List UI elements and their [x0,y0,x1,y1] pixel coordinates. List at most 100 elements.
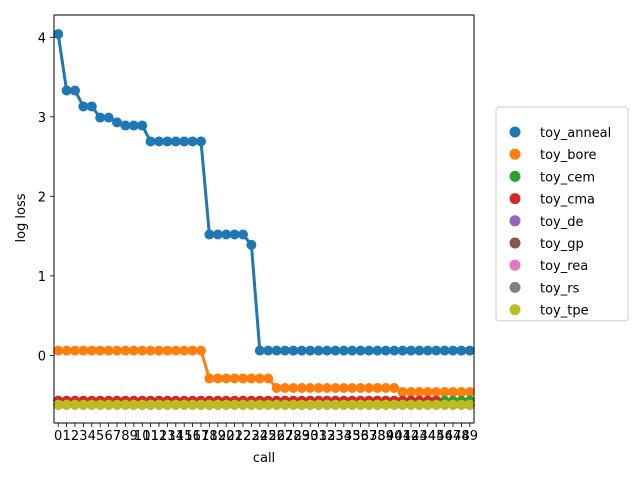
data-point-toy_anneal [364,345,374,356]
data-point-toy_bore [254,373,265,384]
data-point-toy_bore [103,345,114,356]
legend-label-toy_anneal: toy_anneal [540,126,611,141]
data-point-toy_bore [128,345,139,356]
data-point-toy_anneal [187,136,198,147]
legend-marker-toy_rea [509,259,521,271]
data-point-toy_tpe [154,399,164,410]
data-point-toy_anneal [347,345,358,356]
data-point-toy_tpe [179,399,190,410]
x-tick-label: 26 [268,429,285,444]
data-point-toy_anneal [414,345,425,356]
x-tick-label: 47 [445,429,462,444]
data-point-toy_anneal [112,117,122,128]
data-point-toy_anneal [137,120,148,131]
legend-marker-toy_anneal [509,126,521,138]
data-point-toy_bore [238,373,248,384]
x-tick-label: 16 [184,429,201,444]
data-point-toy_tpe [271,399,282,410]
data-point-toy_bore [53,345,64,356]
x-tick-label: 4 [88,429,96,444]
x-tick-label: 7 [113,429,121,444]
series-line-toy_anneal [56,33,470,353]
data-point-toy_tpe [78,399,89,410]
x-axis: 0 1 2 3 4 5 6 7 8 9101112131415161718192021222324… [54,423,478,444]
data-point-toy_bore [86,345,97,356]
x-tick-label: 46 [436,429,453,444]
data-point-toy_tpe [212,399,223,410]
series-toy_tpe [53,399,475,410]
data-point-toy_anneal [120,120,131,131]
data-point-toy_anneal [338,345,349,356]
data-point-toy_anneal [456,345,467,356]
data-point-toy_bore [95,345,106,356]
data-point-toy_bore [179,345,190,356]
data-point-toy_bore [347,383,358,394]
data-point-toy_anneal [464,345,475,356]
data-point-toy_bore [61,345,72,356]
x-tick-label: 1 [62,429,70,444]
data-point-toy_bore [397,386,408,397]
data-point-toy_tpe [162,399,173,410]
data-point-toy_tpe [238,399,248,410]
legend-label-toy_gp: toy_gp [540,237,584,252]
x-tick-label: 9 [130,429,138,444]
data-point-toy_tpe [322,399,332,410]
data-point-toy_bore [305,383,316,394]
legend-label-toy_cem: toy_cem [540,170,595,185]
x-tick-label: 29 [294,429,311,444]
x-tick-label: 19 [210,429,227,444]
data-point-toy_tpe [280,399,290,410]
x-tick-label: 27 [277,429,294,444]
data-point-toy_anneal [246,239,257,250]
legend-label-toy_cma: toy_cma [540,193,595,208]
data-point-toy_bore [137,345,148,356]
data-point-toy_anneal [238,229,248,240]
legend-label-toy_tpe: toy_tpe [540,304,589,319]
data-point-toy_tpe [70,399,80,410]
x-tick-label: 23 [243,429,260,444]
x-tick-label: 40 [386,429,403,444]
x-tick-label: 39 [378,429,395,444]
data-point-toy_bore [389,383,400,394]
data-point-toy_tpe [263,399,274,410]
data-point-toy_tpe [204,399,215,410]
data-point-toy_tpe [170,399,181,410]
data-point-toy_tpe [347,399,358,410]
series-toy_bore [53,345,475,397]
data-point-toy_bore [212,373,223,384]
x-tick-label: 20 [218,429,235,444]
x-tick-label: 44 [420,429,437,444]
x-tick-label: 30 [302,429,319,444]
data-point-toy_bore [78,345,89,356]
data-point-toy_bore [145,345,156,356]
x-tick-label: 6 [104,429,112,444]
data-point-toy_bore [288,383,299,394]
data-point-toy_bore [330,383,341,394]
data-point-toy_tpe [296,399,307,410]
x-tick-label: 18 [201,429,218,444]
x-tick-label: 48 [453,429,470,444]
x-tick-label: 12 [151,429,168,444]
data-point-toy_tpe [254,399,265,410]
data-point-toy_bore [187,345,198,356]
x-tick-label: 5 [96,429,104,444]
data-point-toy_anneal [280,345,290,356]
data-point-toy_bore [406,386,416,397]
legend: toy_anneal toy_bore toy_cem toy_cma toy_deto… [495,106,629,322]
data-point-toy_anneal [254,345,265,356]
y-tick-label: 0 [38,349,46,364]
x-tick-label: 31 [310,429,327,444]
data-point-toy_tpe [196,399,206,410]
data-point-toy_bore [196,345,206,356]
data-point-toy_anneal [162,136,173,147]
data-point-toy_anneal [128,120,139,131]
data-point-toy_tpe [61,399,72,410]
data-point-toy_anneal [53,29,64,40]
data-point-toy_anneal [439,345,450,356]
data-point-toy_anneal [372,345,383,356]
data-point-toy_anneal [61,85,72,96]
data-point-toy_bore [338,383,349,394]
data-point-toy_anneal [313,345,324,356]
data-point-toy_tpe [397,399,408,410]
